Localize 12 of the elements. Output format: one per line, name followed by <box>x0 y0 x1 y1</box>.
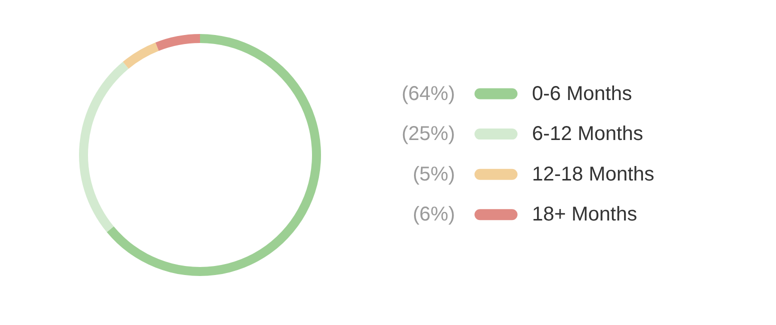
donut-slice <box>122 42 159 69</box>
donut-slice <box>106 34 321 276</box>
legend-label: 12-18 Months <box>532 163 654 186</box>
data-label: (5%) <box>412 163 455 186</box>
legend-label: 0-6 Months <box>532 82 632 105</box>
donut-slice <box>155 34 200 51</box>
legend-label: 6-12 Months <box>532 123 644 146</box>
data-label: (25%) <box>402 123 455 146</box>
data-label: (6%) <box>412 204 455 226</box>
legend-label: 18+ Months <box>532 204 638 226</box>
donut-slice <box>79 62 129 232</box>
data-label: (64%) <box>402 82 455 105</box>
